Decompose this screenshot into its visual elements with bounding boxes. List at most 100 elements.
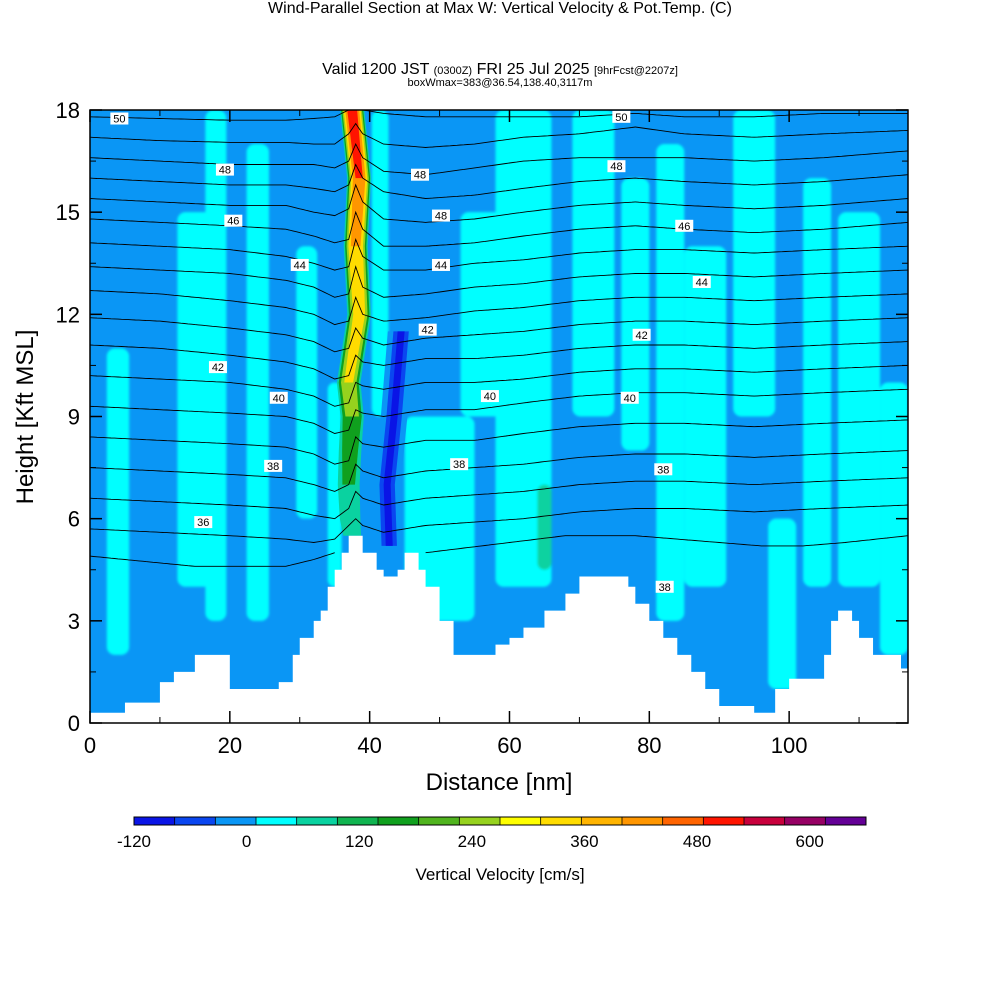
theta-label-text: 46 — [678, 221, 690, 233]
x-tick-label: 40 — [357, 733, 381, 758]
colorbar-swatch — [134, 817, 176, 825]
theta-label-bg — [269, 391, 288, 404]
theta-label: 38 — [654, 463, 673, 476]
theta-label-bg — [632, 328, 651, 341]
colorbar-tick-label: 240 — [458, 832, 486, 851]
theta-label-text: 44 — [294, 260, 306, 272]
theta-label: 44 — [692, 275, 711, 289]
theta-label-text: 42 — [212, 362, 224, 374]
colorbar-swatch — [540, 817, 582, 825]
theta-label: 42 — [418, 323, 437, 337]
theta-label-bg — [418, 323, 437, 336]
y-axis-label: Height [Kft MSL] — [12, 330, 39, 505]
theta-label-bg — [224, 214, 243, 227]
updraft-core-5 — [347, 110, 363, 179]
y-tick-label: 3 — [68, 609, 80, 634]
colorbar-swatch — [378, 817, 420, 825]
velocity-field — [90, 110, 908, 723]
theta-label-bg — [655, 580, 674, 593]
theta-label-text: 48 — [435, 211, 447, 223]
theta-label-text: 50 — [113, 114, 125, 126]
theta-label: 46 — [675, 219, 694, 233]
colorbar-tick-label: 0 — [242, 832, 251, 851]
theta-label: 36 — [194, 516, 213, 529]
theta-label-text: 36 — [197, 517, 209, 529]
updraft-band — [246, 144, 269, 621]
updraft-band — [177, 212, 213, 587]
colorbar-swatch — [662, 817, 704, 825]
theta-label-text: 38 — [659, 582, 671, 594]
x-tick-label: 100 — [771, 733, 808, 758]
updraft-band — [621, 178, 650, 451]
colorbar: -120 0 120 240 360 480 600 — [117, 816, 867, 851]
y-tick-label: 18 — [56, 98, 80, 123]
theta-label-bg — [208, 361, 227, 374]
x-tick-label: 0 — [84, 733, 96, 758]
updraft-band — [768, 518, 797, 689]
theta-label-text: 42 — [636, 330, 648, 342]
updraft-bands — [106, 110, 908, 689]
colorbar-swatch — [784, 817, 826, 825]
theta-label: 40 — [620, 391, 639, 405]
theta-label-text: 44 — [435, 260, 447, 272]
theta-contour — [90, 552, 335, 567]
x-tick-label: 20 — [218, 733, 242, 758]
colorbar-swatch — [256, 817, 298, 825]
colorbar-tick-label: 360 — [570, 832, 598, 851]
colorbar-label: Vertical Velocity [cm/s] — [415, 865, 584, 884]
theta-label-bg — [110, 112, 129, 125]
theta-contour — [425, 535, 908, 554]
theta-label-bg — [431, 258, 450, 271]
colorbar-swatch — [418, 817, 460, 825]
theta-label-text: 42 — [422, 325, 434, 337]
theta-label: 48 — [607, 160, 626, 173]
theta-label-text: 44 — [696, 277, 708, 289]
updraft-core-4 — [345, 110, 366, 247]
theta-label: 38 — [655, 580, 674, 594]
theta-contour — [90, 388, 908, 434]
theta-contour — [90, 183, 908, 223]
theta-label: 50 — [612, 110, 631, 124]
x-tick-label: 60 — [497, 733, 521, 758]
theta-label: 48 — [410, 168, 429, 182]
box-info: boxWmax=383@36.54,138.40,3117m — [407, 77, 593, 89]
theta-label-text: 38 — [267, 461, 279, 473]
colorbar-tick-label: -120 — [117, 832, 151, 851]
theta-label-bg — [410, 168, 429, 181]
theta-contour — [90, 341, 908, 380]
colorbar-tick-label: 480 — [683, 832, 711, 851]
updraft-band — [495, 110, 552, 587]
copyright-mark: (C) — [709, 0, 732, 17]
colorbar-swatch — [825, 817, 867, 825]
downdraft-core-2 — [383, 331, 405, 546]
theta-label: 40 — [269, 391, 288, 405]
theta-label-bg — [692, 275, 711, 288]
theta-label: 42 — [632, 328, 651, 342]
colorbar-swatch — [500, 817, 542, 825]
theta-label: 44 — [431, 258, 450, 272]
title-text: Wind-Parallel Section at Max W: Vertical… — [268, 0, 706, 17]
y-tick-label: 12 — [56, 302, 80, 327]
theta-label-text: 38 — [453, 459, 465, 471]
chart-title: Wind-Parallel Section at Max W: Vertical… — [0, 0, 1000, 18]
valid-main: Valid 1200 JST — [322, 61, 430, 78]
theta-contour — [90, 110, 908, 121]
theta-contour — [90, 317, 908, 353]
theta-contour — [90, 364, 908, 407]
theta-contour — [90, 237, 908, 271]
terrain — [90, 535, 908, 723]
colorbar-tick-label: 120 — [345, 832, 373, 851]
theta-label-bg — [431, 209, 450, 222]
theta-label: 44 — [290, 258, 309, 272]
theta-contour-labels: 50 50 48 48 48 48 46 46 44 44 44 42 42 42 40 40 40 38 38 38… — [110, 110, 711, 594]
theta-label-text: 50 — [615, 112, 627, 124]
theta-label-bg — [290, 258, 309, 271]
plot-area: 50 50 48 48 48 48 46 46 44 44 44 42 42 42 40 40 40 38 38 38… — [90, 110, 908, 723]
colorbar-swatch — [174, 817, 216, 825]
theta-contours — [90, 110, 908, 567]
theta-label-text: 48 — [414, 170, 426, 182]
theta-label-bg — [620, 391, 639, 404]
colorbar-swatch — [215, 817, 257, 825]
valid-utc: (0300Z) — [433, 65, 473, 77]
